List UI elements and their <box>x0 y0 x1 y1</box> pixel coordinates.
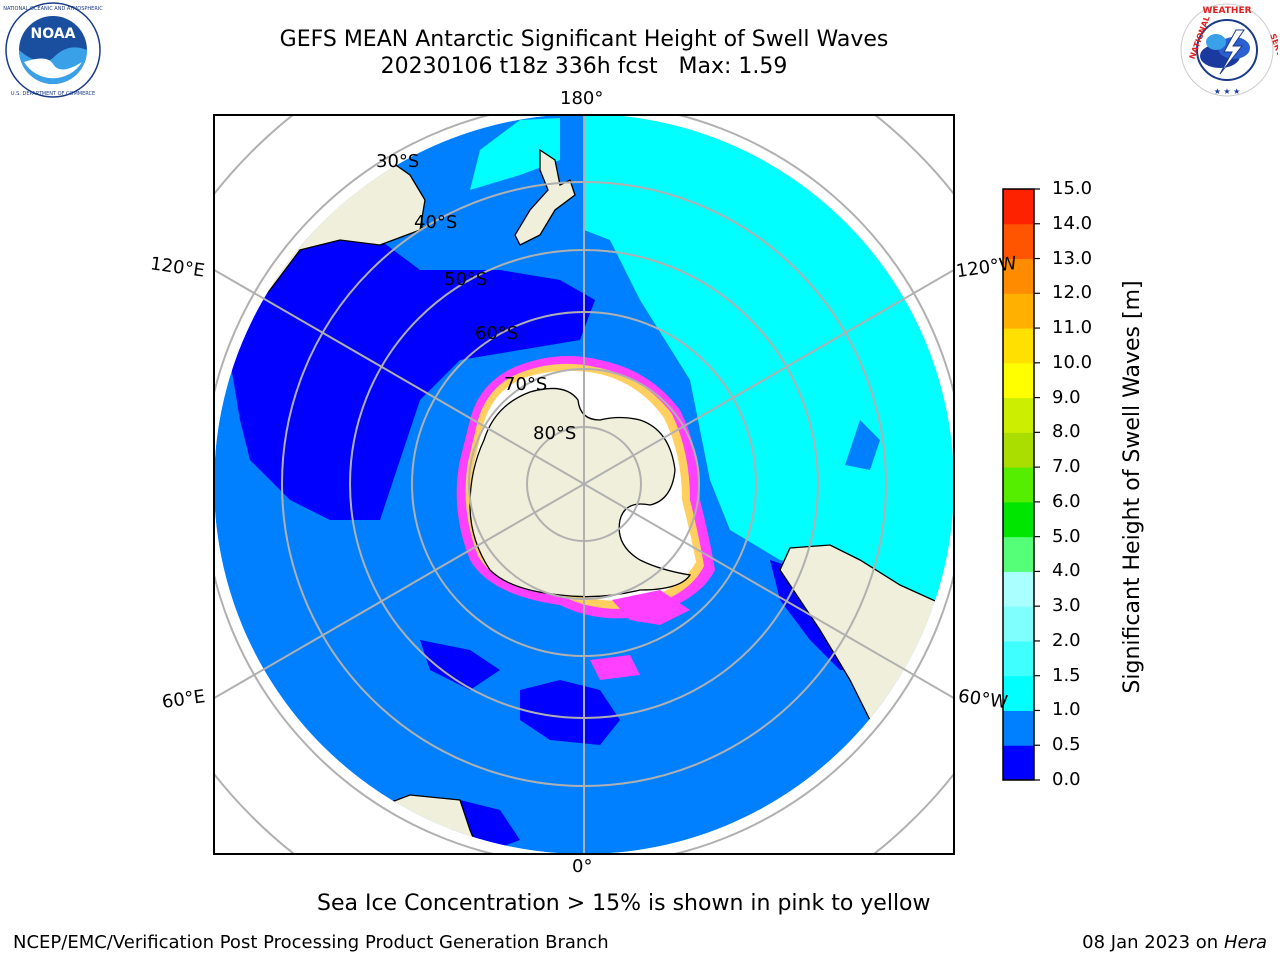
colorbar-segment <box>1003 675 1034 711</box>
lat-label-50s: 50°S <box>444 269 488 290</box>
swell-0-0p5-region <box>230 230 595 520</box>
footer-date: 08 Jan 2023 on Hera <box>1082 932 1267 953</box>
colorbar-segment <box>1003 606 1034 642</box>
nws-logo-icon: WEATHER NATIONAL SERVICE ★ ★ ★ <box>1180 3 1278 97</box>
colorbar-segment <box>1003 328 1034 364</box>
colorbar-tick-label: 11.0 <box>1052 317 1093 339</box>
colorbar <box>1002 188 1040 781</box>
graticule <box>214 115 954 854</box>
colorbar-title: Significant Height of Swell Waves [m] <box>1120 280 1145 694</box>
lat-label-30s: 30°S <box>376 151 420 172</box>
colorbar-segment <box>1003 501 1034 538</box>
footer-credit: NCEP/EMC/Verification Post Processing Pr… <box>13 932 609 953</box>
svg-text:NOAA: NOAA <box>31 26 76 42</box>
lat-label-80s: 80°S <box>533 423 577 444</box>
colorbar-segment <box>1003 293 1034 329</box>
colorbar-tick-label: 14.0 <box>1052 212 1093 234</box>
colorbar-segment <box>1003 258 1034 294</box>
svg-text:NATIONAL OCEANIC AND ATMOSPHER: NATIONAL OCEANIC AND ATMOSPHERIC <box>3 6 103 12</box>
colorbar-tick-label: 3.0 <box>1052 595 1081 617</box>
svg-text:WEATHER: WEATHER <box>1202 6 1251 16</box>
colorbar-tick-label: 12.0 <box>1052 282 1093 304</box>
lon-label-180: 180° <box>560 88 604 109</box>
colorbar-tick-label: 15.0 <box>1052 178 1093 199</box>
colorbar-tick-label: 4.0 <box>1052 560 1081 582</box>
sea-ice-note: Sea Ice Concentration > 15% is shown in … <box>317 891 931 916</box>
colorbar-tick-label: 2.0 <box>1052 629 1081 651</box>
svg-text:U.S. DEPARTMENT OF COMMERCE: U.S. DEPARTMENT OF COMMERCE <box>11 91 95 97</box>
colorbar-tick-label: 8.0 <box>1052 421 1081 443</box>
lat-label-40s: 40°S <box>414 212 458 233</box>
chart-title: GEFS MEAN Antarctic Significant Height o… <box>279 27 889 52</box>
colorbar-segment <box>1003 223 1034 260</box>
colorbar-frame <box>1002 188 1035 781</box>
colorbar-segment <box>1003 189 1034 225</box>
colorbar-segment <box>1003 397 1034 433</box>
colorbar-segment <box>1003 640 1034 677</box>
colorbar-tick-label: 13.0 <box>1052 247 1093 269</box>
svg-text:★ ★ ★: ★ ★ ★ <box>1214 87 1241 96</box>
antarctica-land <box>469 387 692 598</box>
colorbar-tick-label: 6.0 <box>1052 490 1081 512</box>
new-zealand-land <box>514 148 576 246</box>
colorbar-tick-label: 9.0 <box>1052 386 1081 408</box>
colorbar-tick-label: 0.5 <box>1052 734 1081 756</box>
colorbar-segment <box>1003 745 1034 781</box>
colorbar-segment <box>1003 536 1034 572</box>
colorbar-segment <box>1003 710 1034 746</box>
colorbar-tick-label: 1.5 <box>1052 664 1081 686</box>
map-frame <box>213 114 955 855</box>
colorbar-segment <box>1003 362 1034 399</box>
chart-subtitle: 20230106 t18z 336h fcst Max: 1.59 <box>380 54 788 79</box>
lon-label-0: 0° <box>572 856 593 877</box>
colorbar-tick-label: 10.0 <box>1052 351 1093 373</box>
colorbar-tick-label: 7.0 <box>1052 456 1081 478</box>
colorbar-segment <box>1003 467 1034 503</box>
lat-label-70s: 70°S <box>504 374 548 395</box>
colorbar-tick-label: 5.0 <box>1052 525 1081 547</box>
colorbar-tick-label: 0.0 <box>1052 769 1081 790</box>
noaa-logo-icon: NOAA NATIONAL OCEANIC AND ATMOSPHERIC U.… <box>3 2 103 98</box>
colorbar-tick-label: 1.0 <box>1052 699 1081 721</box>
colorbar-segment <box>1003 432 1034 468</box>
colorbar-segment <box>1003 571 1034 607</box>
lat-label-60s: 60°S <box>475 323 519 344</box>
